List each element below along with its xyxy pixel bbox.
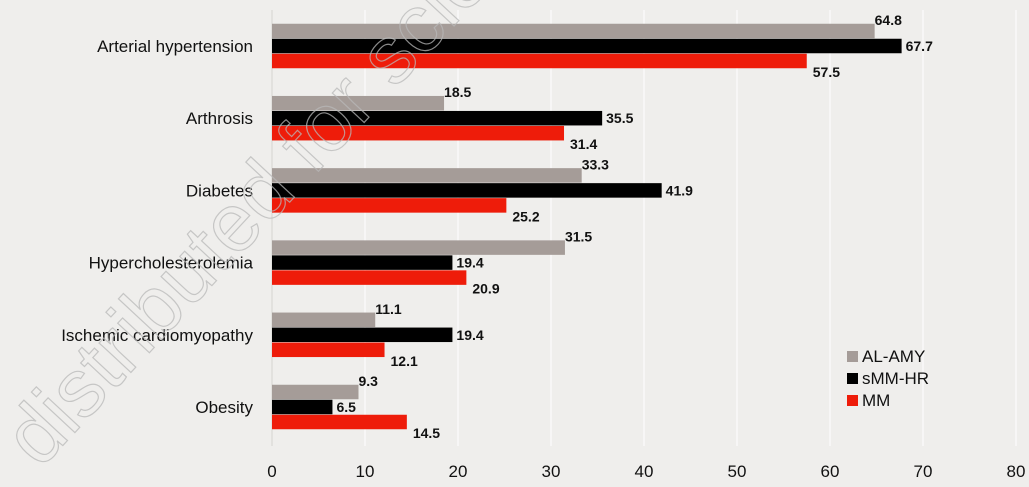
category-label: Ischemic cardiomyopathy [61, 326, 253, 345]
x-tick-label: 20 [449, 462, 468, 481]
x-tick-label: 10 [356, 462, 375, 481]
legend-label: MM [862, 391, 890, 410]
bar [272, 342, 385, 358]
legend-label: AL-AMY [862, 347, 925, 366]
data-label: 31.4 [570, 136, 597, 152]
bar [272, 38, 902, 54]
legend-label: sMM-HR [862, 369, 929, 388]
data-label: 67.7 [906, 38, 933, 54]
bar [272, 327, 453, 343]
data-label: 41.9 [666, 182, 693, 198]
x-tick-label: 40 [635, 462, 654, 481]
data-label: 9.3 [358, 373, 378, 389]
x-tick-label: 80 [1007, 462, 1026, 481]
category-label: Hypercholesterolemia [89, 254, 254, 273]
x-tick-label: 70 [914, 462, 933, 481]
data-label: 35.5 [606, 110, 633, 126]
legend-swatch [847, 395, 858, 406]
data-label: 19.4 [456, 327, 483, 343]
x-tick-label: 50 [728, 462, 747, 481]
data-label: 14.5 [413, 425, 440, 441]
bar [272, 125, 565, 141]
bar [272, 399, 333, 415]
data-label: 33.3 [582, 156, 609, 172]
bar [272, 312, 376, 328]
bar [272, 384, 359, 400]
bar [272, 414, 407, 430]
bar [272, 240, 565, 255]
bar [272, 198, 507, 213]
data-label: 20.9 [472, 281, 499, 297]
data-labels: 64.867.7 57.5 18.5 35.5 31.4 33.3 41.9 25.2 31.5… [336, 12, 933, 441]
x-tick-labels: 0 10 20 30 40 50 60 70 80 [267, 462, 1025, 481]
bar [272, 183, 662, 198]
data-label: 6.5 [336, 399, 356, 415]
bar [272, 270, 467, 285]
category-labels: Arterial hypertension Arthrosis Diabetes Hy… [61, 37, 253, 417]
data-label: 12.1 [391, 353, 418, 369]
bar [272, 95, 445, 111]
data-label: 18.5 [444, 84, 471, 100]
bar [272, 53, 807, 69]
category-label: Diabetes [186, 181, 253, 200]
data-label: 31.5 [565, 229, 592, 245]
legend-swatch [847, 373, 858, 384]
bar [272, 255, 453, 270]
data-label: 19.4 [456, 255, 483, 271]
x-tick-label: 60 [821, 462, 840, 481]
bars [272, 23, 902, 430]
data-label: 11.1 [375, 301, 402, 317]
x-tick-label: 30 [542, 462, 561, 481]
x-tick-label: 0 [267, 462, 276, 481]
legend: AL-AMY sMM-HR MM [847, 347, 929, 410]
category-label: Arterial hypertension [97, 37, 253, 56]
gridlines [271, 10, 1017, 446]
data-label: 64.8 [875, 12, 902, 28]
category-label: Arthrosis [186, 109, 253, 128]
data-label: 57.5 [813, 64, 840, 80]
legend-swatch [847, 351, 858, 362]
bar [272, 23, 875, 39]
bar [272, 110, 603, 126]
data-label: 25.2 [512, 208, 539, 224]
category-label: Obesity [195, 398, 253, 417]
bar [272, 168, 582, 183]
